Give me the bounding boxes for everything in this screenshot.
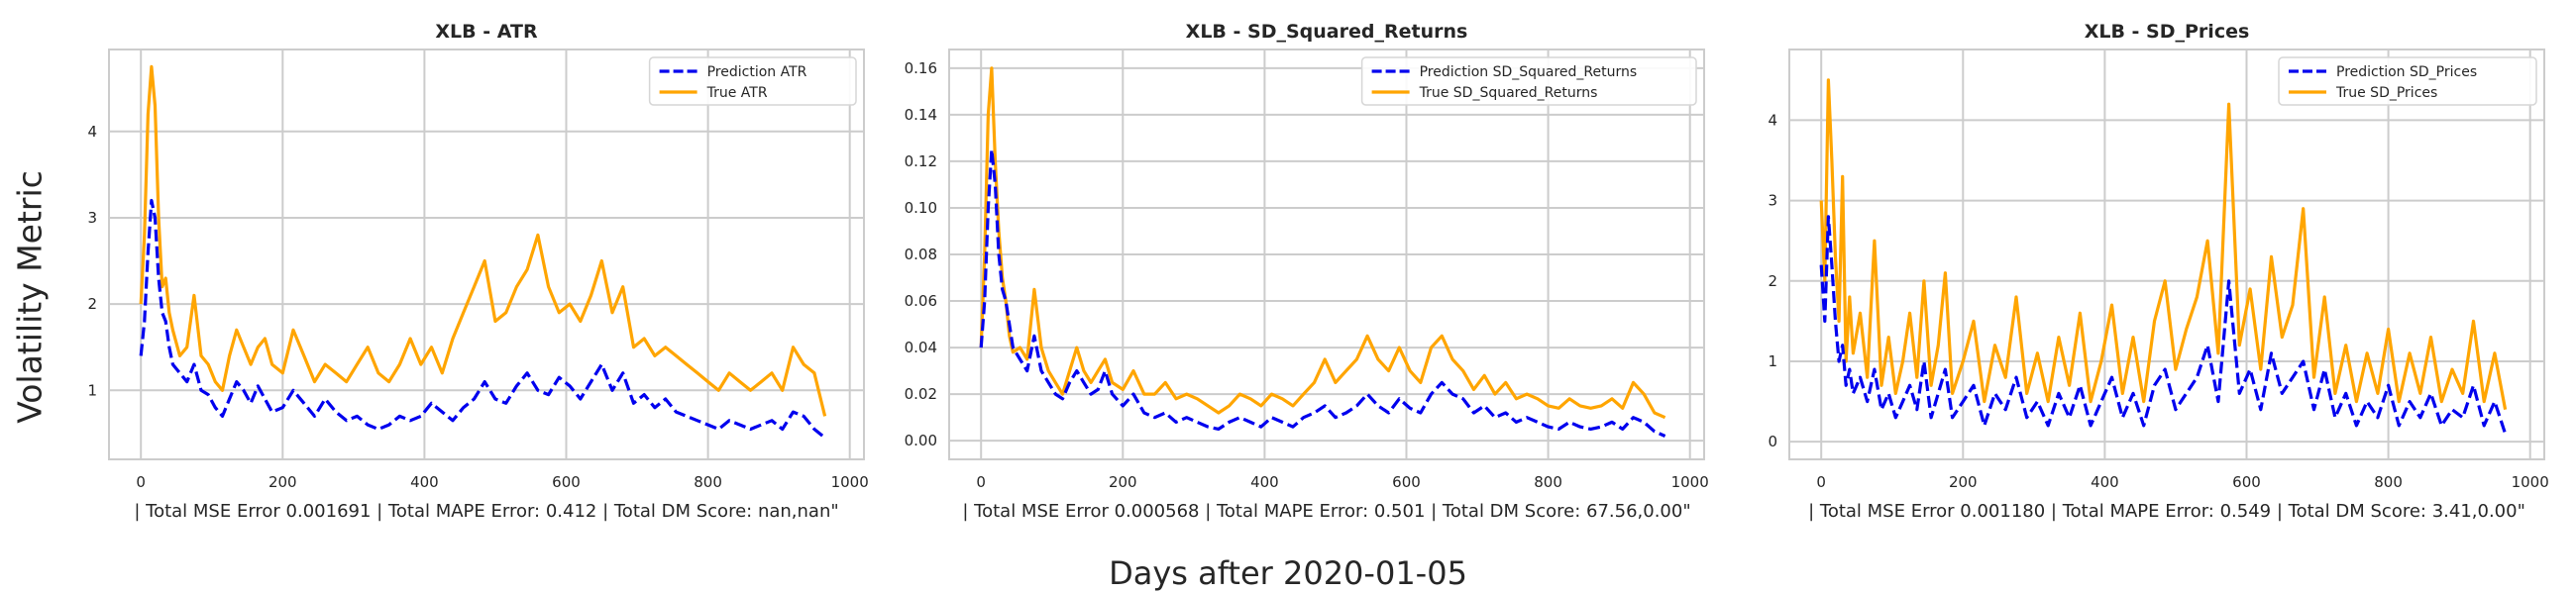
legend-label: True SD_Prices	[2335, 85, 2437, 101]
chart-caption: | Total MSE Error 0.001180 | Total MAPE …	[1808, 501, 2525, 522]
legend: Prediction ATR True ATR	[648, 56, 857, 106]
legend: Prediction SD_Prices True SD_Prices	[2278, 56, 2537, 106]
x-tick-label: 0	[976, 473, 986, 491]
legend-label: True ATR	[706, 85, 768, 101]
plot-frame	[108, 49, 865, 460]
chart-caption: | Total MSE Error 0.000568 | Total MAPE …	[962, 501, 1690, 522]
legend-label: Prediction SD_Prices	[2336, 64, 2477, 80]
y-tick-label: 0	[1768, 433, 1777, 450]
x-tick-label: 600	[552, 473, 581, 491]
legend: Prediction SD_Squared_Returns True SD_Squ…	[1360, 56, 1697, 106]
chart-title: XLB - SD_Prices	[2085, 21, 2250, 43]
legend-box	[1360, 56, 1697, 106]
y-tick-label: 4	[87, 123, 97, 141]
true-line	[979, 66, 1666, 420]
x-tick-label: 1000	[831, 473, 869, 491]
y-tick-label: 1	[1768, 352, 1777, 370]
y-tick-label: 0.10	[905, 199, 937, 217]
y-tick-label: 0.08	[905, 246, 937, 263]
legend-label: Prediction SD_Squared_Returns	[1420, 64, 1638, 80]
x-tick-label: 800	[2374, 473, 2403, 491]
x-tick-label: 1000	[2512, 473, 2549, 491]
figure-xlabel: Days after 2020-01-05	[1109, 554, 1467, 592]
plot-frame	[948, 49, 1705, 460]
y-tick-label: 0.14	[905, 106, 937, 124]
chart-title: XLB - ATR	[435, 21, 538, 43]
legend-label: True SD_Squared_Returns	[1419, 85, 1598, 101]
y-tick-label: 0.00	[905, 432, 937, 449]
y-tick-label: 1	[87, 381, 97, 399]
chart-panel-3: 0 200 400 600 800 1000 0 1 2 3 4 XLB - SD_Prices | T…	[1768, 21, 2548, 522]
x-tick-label: 400	[2091, 473, 2119, 491]
true-line	[1819, 78, 2508, 410]
x-tick-label: 400	[410, 473, 439, 491]
true-line	[139, 64, 827, 417]
plot-frame	[1788, 49, 2545, 460]
figure-ylabel: Volatility Metric	[10, 170, 50, 424]
x-tick-label: 600	[2232, 473, 2261, 491]
x-tick-label: 200	[268, 473, 297, 491]
y-tick-label: 2	[87, 295, 97, 313]
x-tick-label: 0	[1816, 473, 1826, 491]
x-tick-label: 600	[1392, 473, 1421, 491]
x-tick-label: 1000	[1671, 473, 1709, 491]
x-tick-label: 800	[694, 473, 722, 491]
y-tick-label: 3	[87, 209, 97, 227]
legend-label: Prediction ATR	[707, 64, 807, 80]
chart-panel-1: 0 200 400 600 800 1000 1 2 3 4 XLB - ATR | Total MS…	[87, 21, 868, 522]
y-tick-label: 2	[1768, 272, 1777, 290]
y-tick-label: 0.16	[905, 59, 937, 77]
y-tick-label: 0.06	[905, 292, 937, 310]
y-tick-label: 3	[1768, 192, 1777, 210]
y-tick-label: 0.12	[905, 152, 937, 170]
x-tick-label: 200	[1109, 473, 1137, 491]
legend-box	[2278, 56, 2537, 106]
legend-box	[648, 56, 857, 106]
y-tick-label: 4	[1768, 111, 1777, 129]
x-tick-label: 0	[136, 473, 146, 491]
chart-panel-2: 0 200 400 600 800 1000 0.00 0.02 0.04 0.06 0.08 0.1…	[905, 21, 1709, 522]
x-tick-label: 400	[1250, 473, 1279, 491]
plot-area	[109, 50, 864, 459]
x-tick-label: 200	[1949, 473, 1978, 491]
prediction-line	[1819, 215, 2508, 435]
y-tick-label: 0.02	[905, 385, 937, 403]
x-tick-label: 800	[1534, 473, 1562, 491]
prediction-line	[979, 148, 1666, 438]
chart-caption: | Total MSE Error 0.001691 | Total MAPE …	[134, 501, 838, 522]
chart-title: XLB - SD_Squared_Returns	[1186, 21, 1468, 43]
prediction-line	[139, 198, 826, 440]
y-tick-label: 0.04	[905, 339, 937, 356]
